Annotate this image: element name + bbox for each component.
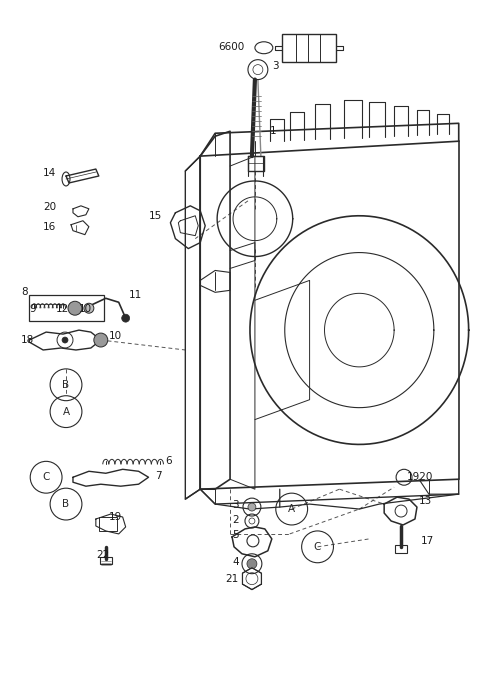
Text: 14: 14 [43,168,56,178]
Text: 9: 9 [29,304,36,314]
Circle shape [248,503,256,511]
Text: 8: 8 [21,287,28,297]
Text: 18: 18 [21,335,35,345]
Bar [99,517,117,531]
Text: C: C [314,542,321,552]
Circle shape [94,333,108,347]
Text: 7: 7 [156,471,162,481]
Circle shape [68,301,82,316]
Circle shape [247,559,257,569]
Bar [282,34,336,62]
Bar [29,295,104,321]
Text: 20: 20 [43,202,56,212]
Text: 6600: 6600 [218,42,244,51]
Text: 6: 6 [166,457,172,466]
Text: 12: 12 [56,304,69,314]
Bar [395,545,407,553]
Bar [100,557,112,564]
Text: 4: 4 [232,557,239,566]
Text: 21: 21 [225,573,239,584]
Text: 10: 10 [79,304,92,314]
Text: 13: 13 [419,496,432,506]
Circle shape [122,314,130,322]
Text: B: B [62,499,70,509]
Text: 11: 11 [129,291,142,300]
Circle shape [62,337,68,343]
Text: 3: 3 [272,60,278,71]
Text: 22: 22 [96,550,109,559]
Text: 17: 17 [421,536,434,546]
Text: 5: 5 [232,530,239,540]
Text: B: B [62,379,70,390]
Text: 15: 15 [148,211,162,221]
Text: 10: 10 [109,331,122,341]
Text: 2: 2 [232,515,239,525]
Text: C: C [42,472,50,482]
Text: 1: 1 [270,126,276,136]
Text: A: A [62,407,70,416]
Text: 16: 16 [43,222,56,231]
Text: 19: 19 [109,512,122,522]
Text: A: A [288,504,295,514]
Text: 3: 3 [232,500,239,510]
Circle shape [84,303,94,313]
Text: 1920: 1920 [407,472,433,482]
